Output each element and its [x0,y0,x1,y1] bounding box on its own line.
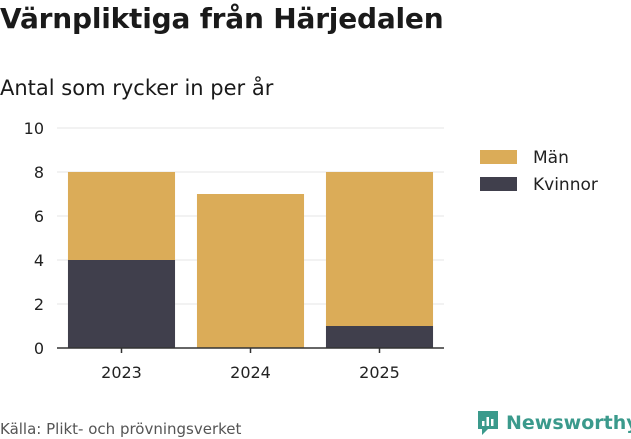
bar-segment [196,194,305,348]
y-tick-label: 6 [34,207,44,226]
legend-label: Män [533,148,569,168]
brand[interactable]: Newsworthy [476,408,631,438]
chart-title: Värnpliktiga från Härjedalen [0,2,444,35]
x-tick-label: 2025 [359,363,400,382]
chart-subtitle: Antal som rycker in per år [0,76,274,100]
legend-label: Kvinnor [533,175,598,195]
stacked-bar-chart: 0 2 4 6 8 10 2023 2024 2025 Män Kvinnor [24,119,598,382]
y-tick-label: 0 [34,339,44,358]
legend: Män Kvinnor [480,148,598,195]
legend-swatch [480,150,517,164]
x-axis-ticks: 2023 2024 2025 [101,348,400,382]
y-axis-ticks: 0 2 4 6 8 10 [24,119,44,358]
bar-segment [325,172,434,326]
brand-name: Newsworthy [506,412,631,434]
bar-segment [325,326,434,348]
newsworthy-logo-icon [478,411,498,435]
bar-segment [67,172,176,260]
y-tick-label: 2 [34,295,44,314]
bar-segment [67,260,176,348]
y-tick-label: 8 [34,163,44,182]
source-note: Källa: Plikt- och prövningsverket [0,420,242,438]
y-tick-label: 4 [34,251,44,270]
y-tick-label: 10 [24,119,44,138]
legend-swatch [480,177,517,191]
x-tick-label: 2024 [230,363,271,382]
x-tick-label: 2023 [101,363,142,382]
bars [67,172,434,348]
